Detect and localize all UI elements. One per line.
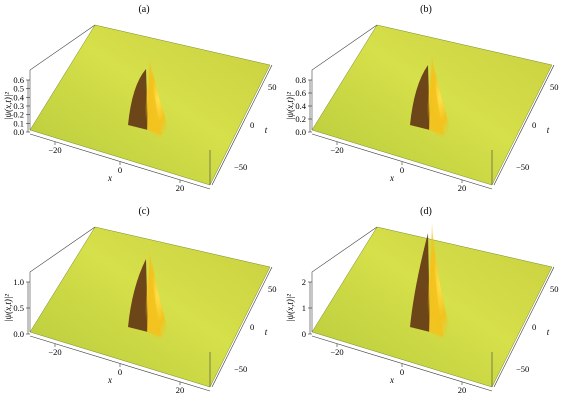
t-tick-label: −50: [234, 364, 247, 374]
panel-label: (b): [420, 4, 432, 15]
z-tick-label: 0.8: [295, 75, 306, 85]
panel-2: (b) 0.0 0.2 0.4 0.6 0.8|ψ(x,t)|² −20 0 20 x 50 0 −50…: [285, 4, 559, 193]
z-tick-label: 0.5: [13, 303, 24, 313]
z-axis-title: |ψ(x,t)|²: [285, 294, 295, 322]
z-tick-label: 0.2: [13, 110, 24, 120]
z-tick-label: 0.0: [13, 127, 24, 137]
x-tick-label: 0: [118, 367, 122, 377]
soliton-shadow: [410, 233, 430, 332]
z-axis-title: |ψ(x,t)|²: [3, 92, 13, 120]
x-axis-title: x: [389, 375, 394, 385]
x-axis-title: x: [389, 173, 394, 183]
box-edge-left: [29, 24, 96, 130]
z-tick-label: 0.4: [13, 92, 24, 102]
z-tick-label: 0.0: [295, 127, 306, 137]
panel-label: (c): [138, 206, 149, 217]
panel-label: (d): [420, 206, 432, 217]
t-axis: [493, 266, 555, 388]
t-tick-label: 50: [268, 284, 277, 294]
t-axis-title: t: [547, 125, 550, 135]
soliton-shadow: [128, 259, 148, 332]
z-tick-label: 0.6: [295, 88, 306, 98]
z-tick-label: 0.0: [13, 329, 24, 339]
t-axis-title: t: [265, 327, 268, 337]
soliton-crest: [147, 59, 162, 135]
z-axis-title: |ψ(x,t)|²: [285, 92, 295, 120]
x-tick-label: 0: [400, 165, 404, 175]
z-tick-label: 0.6: [13, 75, 24, 85]
soliton-crest: [429, 55, 444, 135]
x-tick-label: 20: [176, 385, 185, 395]
box-edge-left: [311, 226, 378, 332]
z-tick-label: 1.0: [13, 277, 24, 287]
x-tick-label: −20: [330, 145, 343, 155]
x-tick-label: 20: [458, 385, 467, 395]
t-axis: [493, 64, 555, 186]
z-tick-label: 0.1: [13, 118, 24, 128]
x-axis: [29, 133, 211, 190]
t-tick-label: −50: [516, 364, 529, 374]
box-edge-left: [311, 24, 378, 130]
t-axis-title: t: [547, 327, 550, 337]
z-tick-label: 2: [302, 277, 306, 287]
box-edge-left: [29, 226, 96, 332]
z-tick-label: 0.4: [295, 101, 306, 111]
z-tick-label: 1: [302, 303, 306, 313]
soliton-shadow: [410, 65, 430, 130]
t-tick-label: −50: [516, 162, 529, 172]
panel-label: (a): [138, 4, 149, 15]
z-tick-label: 0.2: [295, 114, 306, 124]
x-axis: [29, 335, 211, 392]
t-axis: [211, 64, 273, 186]
t-tick-label: 0: [250, 322, 254, 332]
x-tick-label: 20: [176, 183, 185, 193]
z-axis-title: |ψ(x,t)|²: [3, 294, 13, 322]
t-tick-label: 0: [532, 120, 536, 130]
x-axis: [311, 335, 493, 392]
panel-1: (a) 0.00.10.20.30.40.50.6|ψ(x,t)|² −20 0 20 x…: [3, 4, 277, 193]
x-axis: [311, 133, 493, 190]
x-tick-label: −20: [48, 347, 61, 357]
panel-4: (d) 0 1 2 |ψ(x,t)|² −20 0 20 x 50 0 −50 t: [285, 206, 559, 395]
x-tick-label: 20: [458, 183, 467, 193]
t-axis-title: t: [265, 125, 268, 135]
t-tick-label: 0: [250, 120, 254, 130]
z-tick-label: 0: [302, 329, 306, 339]
t-tick-label: 50: [550, 284, 559, 294]
soliton-crest: [429, 223, 444, 337]
x-tick-label: −20: [330, 347, 343, 357]
x-tick-label: −20: [48, 145, 61, 155]
t-tick-label: 50: [268, 82, 277, 92]
t-tick-label: 50: [550, 82, 559, 92]
x-tick-label: 0: [118, 165, 122, 175]
soliton-crest: [147, 249, 162, 337]
soliton-shadow: [128, 69, 148, 130]
t-tick-label: 0: [532, 322, 536, 332]
x-tick-label: 0: [400, 367, 404, 377]
z-tick-label: 0.5: [13, 84, 24, 94]
x-axis-title: x: [107, 375, 112, 385]
t-tick-label: −50: [234, 162, 247, 172]
panel-3: (c) 0.0 0.5 1.0|ψ(x,t)|² −20 0 20 x 50 0 −50 t: [3, 206, 277, 395]
z-tick-label: 0.3: [13, 101, 24, 111]
t-axis: [211, 266, 273, 388]
x-axis-title: x: [107, 173, 112, 183]
